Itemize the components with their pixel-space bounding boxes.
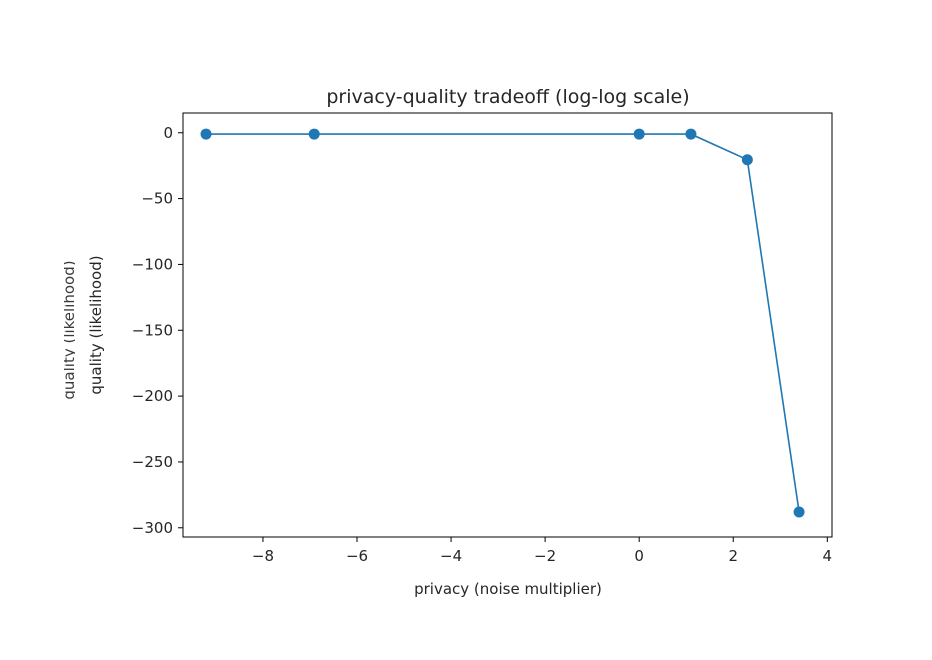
- y-tick-label: −300: [132, 519, 173, 537]
- y-tick-label: −100: [132, 255, 173, 273]
- data-point: [741, 154, 753, 166]
- data-point: [633, 128, 645, 140]
- data-point: [685, 128, 697, 140]
- x-tick-label: −4: [440, 547, 462, 565]
- series-line: [206, 133, 800, 513]
- data-point: [793, 506, 805, 518]
- y-tick-label: 0: [163, 124, 173, 142]
- x-tick-label: 4: [823, 547, 833, 565]
- y-axis: 0 −50 −100 −150 −200 −250 −300: [132, 124, 183, 537]
- chart-title: privacy-quality tradeoff (log-log scale): [326, 86, 689, 108]
- x-tick-label: 2: [728, 547, 738, 565]
- x-axis-label: privacy (noise multiplier): [414, 580, 602, 598]
- y-tick-label: −150: [132, 321, 173, 339]
- x-axis: −8 −6 −4 −2 0 2 4: [252, 537, 832, 565]
- series-layer: [200, 128, 805, 518]
- y-tick-label: −50: [141, 190, 173, 208]
- y-tick-label: −250: [132, 453, 173, 471]
- data-point: [200, 128, 212, 140]
- x-tick-label: −8: [252, 547, 274, 565]
- x-tick-label: 0: [634, 547, 644, 565]
- x-tick-label: −2: [534, 547, 556, 565]
- y-axis-label-shadow: quality (likelihood): [60, 260, 78, 399]
- data-point: [308, 128, 320, 140]
- y-tick-label: −200: [132, 387, 173, 405]
- plot-area: [182, 112, 833, 538]
- x-tick-label: −6: [346, 547, 368, 565]
- plot-frame: [182, 112, 833, 538]
- y-axis-label: quality (likelihood): [87, 255, 105, 394]
